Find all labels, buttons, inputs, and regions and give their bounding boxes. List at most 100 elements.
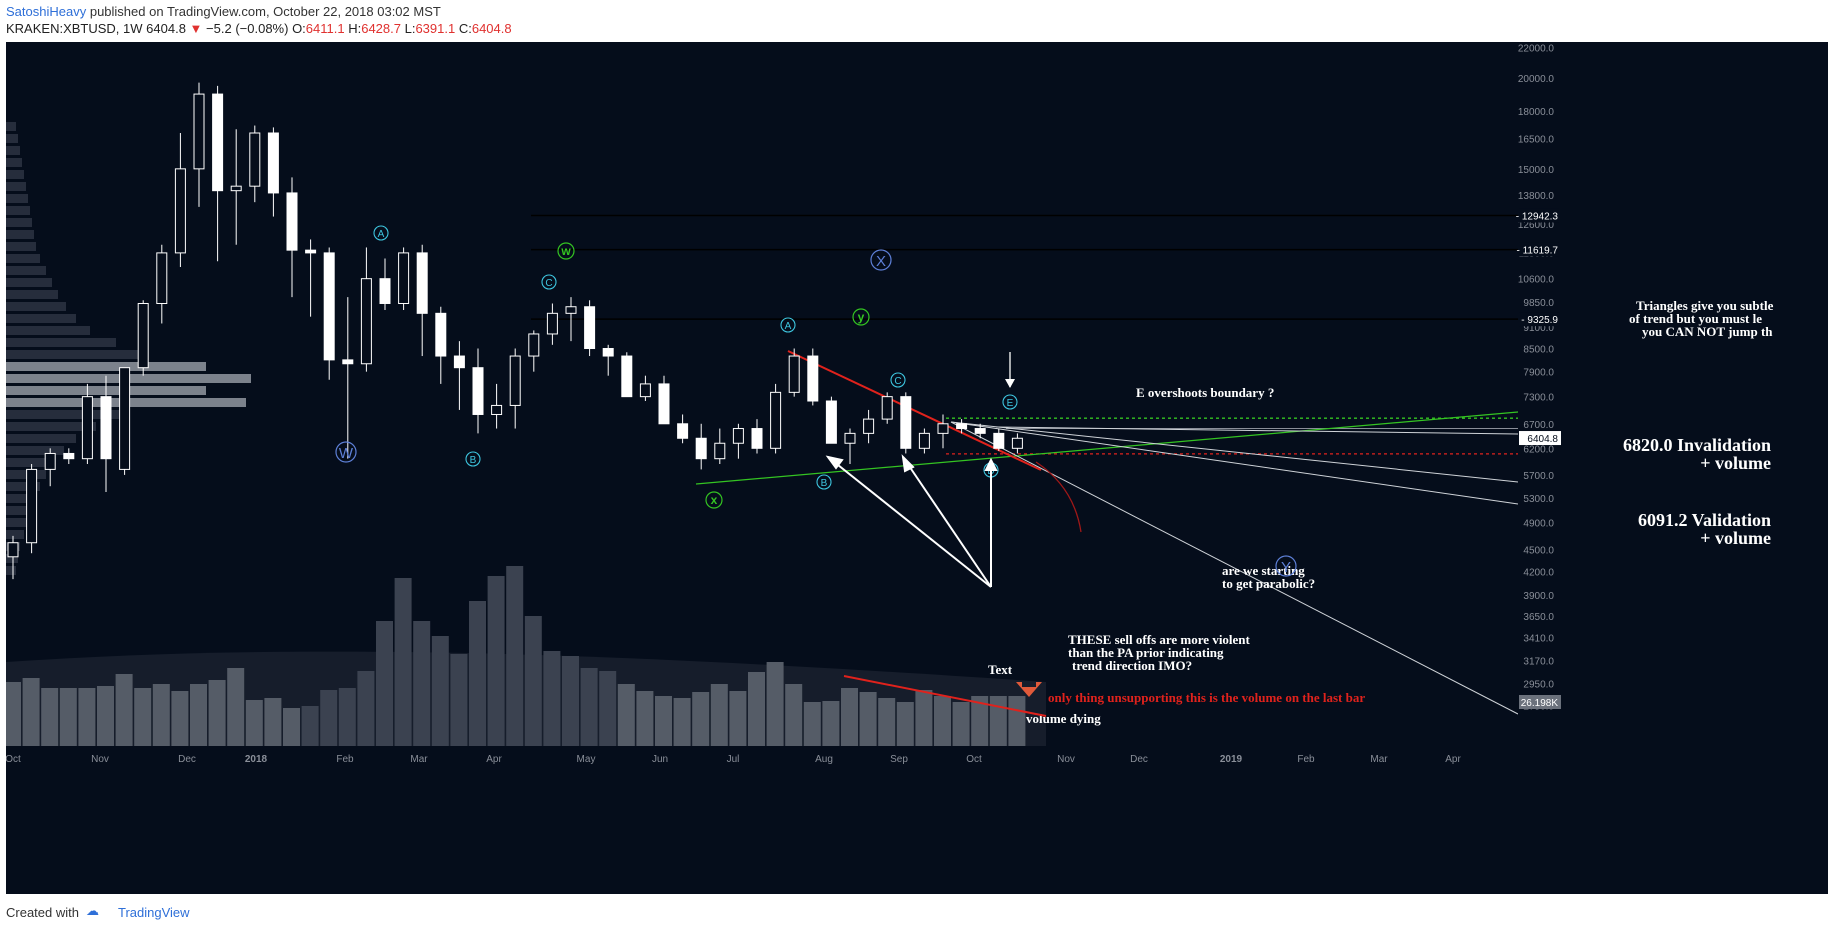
volume-profile-bar	[6, 422, 96, 431]
volume-bar	[283, 708, 300, 746]
volume-bar	[636, 691, 654, 746]
annotation-validation: 6091.2 Validation	[1638, 510, 1771, 530]
annotation-text: Text	[988, 662, 1013, 677]
candle-body	[658, 383, 670, 425]
footer-brand-link[interactable]: TradingView	[118, 905, 190, 920]
volume-bar	[152, 684, 170, 746]
annotation-triangles-3: you CAN NOT jump th	[1642, 324, 1773, 339]
e-arrow-head	[1005, 379, 1015, 388]
time-tick-label: May	[577, 754, 596, 765]
wave-circle-A2	[780, 317, 796, 333]
volume-bar	[729, 691, 747, 746]
annotation-arrows	[825, 352, 1082, 717]
time-tick-label: 2018	[245, 754, 268, 765]
time-axis[interactable]: Oct Nov Dec 2018 Feb Mar Apr May Jun Jul Aug Sep Oct…	[6, 754, 1461, 765]
volume-profile-bar	[6, 326, 90, 335]
volume-profile-bar	[6, 338, 116, 347]
candle-body	[44, 452, 56, 470]
time-tick-label: Jul	[727, 754, 740, 765]
time-tick-label: Feb	[336, 754, 354, 765]
fan-line	[950, 421, 1519, 505]
time-tick-label: Sep	[890, 754, 908, 765]
candle-body	[212, 93, 224, 192]
candle-body	[360, 278, 372, 365]
green-support-line	[695, 411, 1519, 485]
wave-label-E2: E	[1007, 398, 1014, 409]
time-tick-label: Feb	[1297, 754, 1315, 765]
candle-body	[714, 442, 726, 460]
annotation-volume-dying: volume dying	[1026, 711, 1101, 726]
fan-line	[950, 421, 1519, 483]
price-tick-label: 6200.0	[1523, 444, 1554, 455]
price-level-tag: - 12942.3	[1516, 212, 1559, 223]
candle-body	[379, 278, 391, 304]
candle-body	[528, 333, 540, 357]
volume-bar	[748, 672, 765, 746]
volume-bars	[6, 566, 1046, 746]
candle-body	[416, 252, 428, 314]
volume-profile-bar	[6, 302, 66, 311]
volume-bar	[487, 576, 505, 746]
annotation-invalidation: 6820.0 Invalidation	[1623, 435, 1771, 455]
price-axis[interactable]: 22000.0 20000.0 18000.0 16500.0 15000.0 13800…	[1518, 42, 1828, 894]
price-change: −5.2 (−0.08%)	[206, 21, 289, 36]
time-tick-label: Oct	[6, 754, 21, 765]
wave-label-B1: B	[470, 455, 477, 466]
volume-profile-bar	[6, 230, 34, 239]
author-link[interactable]: SatoshiHeavy	[6, 4, 87, 19]
candle-body	[1011, 437, 1023, 449]
price-level-tag: - 9325.9	[1521, 315, 1558, 326]
volume-profile-bar	[6, 242, 36, 251]
high-label: H:	[348, 21, 362, 36]
candle-body	[137, 302, 149, 369]
volume-profile-bar	[6, 362, 206, 371]
price-chart[interactable]: 22000.0 20000.0 18000.0 16500.0 15000.0 13800…	[6, 42, 1828, 894]
candles	[7, 82, 1023, 580]
annotation-validation-volume: + volume	[1700, 528, 1771, 548]
parabolic-curve	[1035, 461, 1082, 533]
price-tick-label: 3650.0	[1523, 612, 1554, 623]
price-tick-label: 4200.0	[1523, 568, 1554, 579]
volume-bar	[41, 688, 59, 746]
price-tick-label: 4900.0	[1523, 519, 1554, 530]
candle-body	[230, 185, 242, 192]
volume-bar	[6, 682, 21, 746]
volume-profile-bar	[6, 290, 58, 299]
tradingview-logo-icon[interactable]: ☁	[86, 903, 99, 918]
volume-profile-bar	[6, 122, 16, 131]
wave-label-C1: C	[545, 278, 552, 289]
wave-label-B2: B	[821, 478, 828, 489]
candle-body	[825, 400, 837, 444]
volume-bar	[171, 691, 189, 746]
wave-label-Y: Y	[1281, 559, 1291, 576]
volume-bar	[78, 688, 96, 746]
low-value: 6391.1	[415, 21, 456, 36]
wave-circle-X	[870, 249, 892, 271]
volume-bar	[208, 680, 226, 746]
candle-body	[491, 404, 503, 415]
chart-header: SatoshiHeavy published on TradingView.co…	[0, 0, 1828, 42]
price-tick-label: 20000.0	[1518, 74, 1555, 85]
candle-body	[677, 423, 689, 439]
candle-body	[770, 391, 782, 449]
volume-bar	[859, 692, 877, 746]
volume-profile-bar	[6, 410, 126, 419]
candle-body	[305, 249, 317, 254]
price-tick-label: 8500.0	[1523, 345, 1554, 356]
arrow-head-2	[901, 454, 915, 473]
price-tick-label: 10600.0	[1518, 275, 1555, 286]
volume-profile-bar	[6, 350, 146, 359]
volume-bar	[376, 621, 393, 746]
candle-body	[249, 132, 261, 187]
candle-body	[509, 355, 521, 406]
volume-bar	[394, 578, 412, 746]
volume-bar	[301, 706, 319, 746]
candle-body	[881, 396, 893, 420]
volume-profile-bar	[6, 506, 32, 515]
price-level-tag-bg	[1519, 242, 1559, 257]
volume-profile-bar	[6, 194, 28, 203]
annotation-e-overshoots: E overshoots boundary ?	[1136, 385, 1274, 400]
wave-circle-C2	[890, 372, 906, 388]
candle-body	[695, 437, 707, 460]
price-level-tag-bg	[1519, 312, 1559, 327]
